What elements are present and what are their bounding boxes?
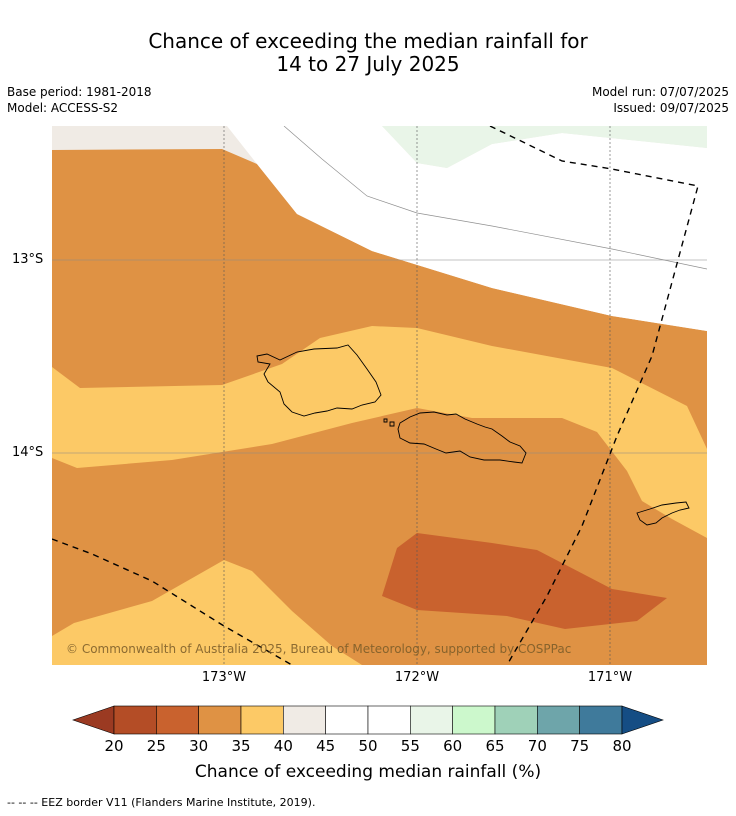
- manono-islet: [383, 418, 388, 423]
- rainfall-map: [52, 126, 707, 665]
- meta-left: Base period: 1981-2018 Model: ACCESS-S2: [7, 84, 152, 116]
- eez-border: [52, 126, 699, 665]
- tutuila-island: [636, 501, 690, 526]
- colorbar-box: [494, 705, 538, 735]
- colorbar-tick-label: 25: [146, 737, 166, 755]
- lon-label-171w: 171°W: [587, 670, 633, 685]
- colorbar-tick-label: 50: [358, 737, 378, 755]
- colorbar-box: [198, 705, 242, 735]
- copyright-text: © Commonwealth of Australia 2025, Bureau…: [66, 642, 572, 656]
- lon-label-173w: 173°W: [201, 670, 247, 685]
- title-line-2: 14 to 27 July 2025: [276, 52, 460, 76]
- meta-right: Model run: 07/07/2025 Issued: 09/07/2025: [592, 84, 729, 116]
- islands: [256, 344, 690, 526]
- lon-label-172w: 172°W: [394, 670, 440, 685]
- latitude-lines: [52, 259, 707, 454]
- issued-text: Issued: 09/07/2025: [613, 101, 729, 115]
- colorbar-tick-label: 60: [443, 737, 463, 755]
- colorbar-tick-label: 70: [527, 737, 547, 755]
- map-band-25-30: [382, 533, 667, 629]
- graticule: [223, 126, 611, 665]
- colorbar: [0, 700, 736, 740]
- map-band-50-55: [227, 126, 707, 331]
- lat-label-13s: 13°S: [12, 252, 44, 267]
- colorbar-box: [579, 705, 623, 735]
- colorbar-over-arrow: [621, 705, 664, 735]
- colorbar-box: [452, 705, 496, 735]
- contour-lines: [283, 126, 707, 270]
- colorbar-box: [283, 705, 326, 735]
- colorbar-tick-label: 30: [189, 737, 209, 755]
- colorbar-tick-label: 80: [612, 737, 632, 755]
- model-run-text: Model run: 07/07/2025: [591, 85, 729, 99]
- colorbar-box: [537, 705, 580, 735]
- map-band-55-60: [382, 126, 707, 168]
- upolu-island: [397, 411, 527, 464]
- colorbar-box: [113, 705, 157, 735]
- colorbar-tick-label: 65: [485, 737, 505, 755]
- colorbar-tick-label: 45: [316, 737, 336, 755]
- colorbar-tick-label: 75: [570, 737, 590, 755]
- map-band-35-40-south: [52, 560, 362, 665]
- colorbar-tick-label: 40: [273, 737, 293, 755]
- title-line-1: Chance of exceeding the median rainfall …: [148, 29, 588, 53]
- colorbar-box: [240, 705, 284, 735]
- colorbar-box: [367, 705, 411, 735]
- lat-label-14s: 14°S: [12, 445, 44, 460]
- colorbar-box: [325, 705, 369, 735]
- colorbar-under-arrow: [72, 705, 115, 735]
- map-band-35-40-north: [52, 326, 707, 538]
- colorbar-boxes: [113, 705, 623, 735]
- base-period-text: Base period: 1981-2018: [7, 85, 152, 99]
- colorbar-tick-label: 55: [400, 737, 420, 755]
- colorbar-tick-label: 35: [231, 737, 251, 755]
- eez-footnote: -- -- -- EEZ border V11 (Flanders Marine…: [7, 796, 316, 809]
- colorbar-tick-label: 20: [104, 737, 124, 755]
- savaii-island: [256, 344, 382, 417]
- apolima-islet: [389, 421, 395, 427]
- model-text: Model: ACCESS-S2: [7, 101, 119, 115]
- colorbar-box: [156, 705, 199, 735]
- colorbar-label: Chance of exceeding median rainfall (%): [194, 762, 542, 782]
- colorbar-box: [410, 705, 453, 735]
- chart-title: Chance of exceeding the median rainfall …: [0, 30, 736, 76]
